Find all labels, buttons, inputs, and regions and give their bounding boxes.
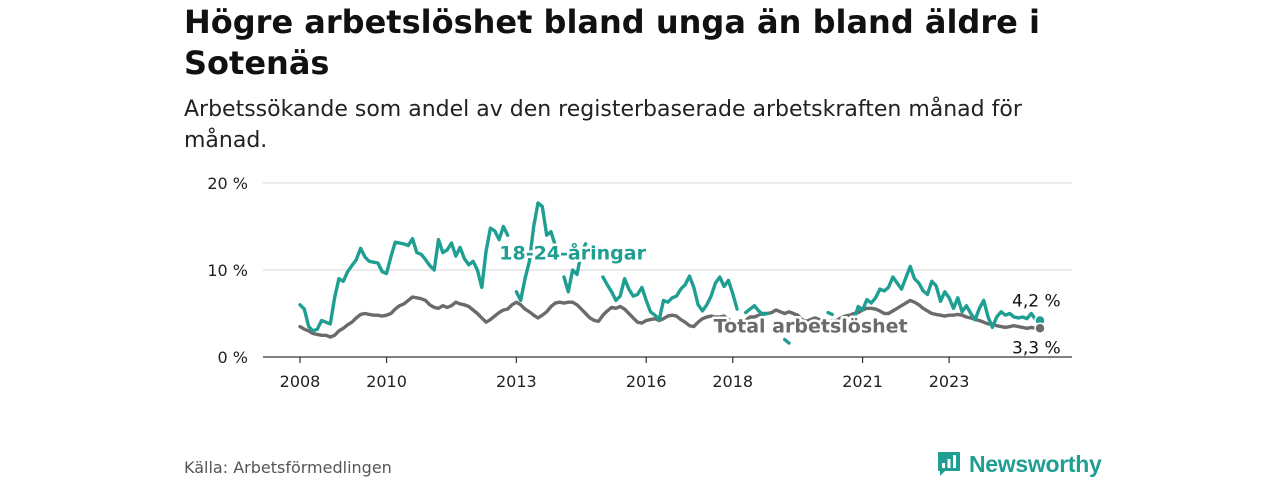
x-tick-label: 2023 [929, 372, 970, 391]
series-line-total [298, 295, 1042, 339]
x-axis: 2008 2010 2013 2016 2018 2021 2023 [263, 356, 1072, 391]
brand-name: Newsworthy [969, 450, 1102, 477]
x-tick-label: 2016 [626, 372, 667, 391]
x-tick-label: 2021 [842, 372, 883, 391]
end-value-label: 3,3 % [1012, 338, 1061, 358]
series-labels: 4,2 % 3,3 % 18-24-åringar Total arbetslöshe… [497, 238, 1061, 358]
brand-logo: Newsworthy [937, 449, 1102, 479]
series-annotation: 18-24-åringar [499, 241, 646, 265]
y-tick-label: 10 % [207, 261, 248, 280]
series-line-youth [298, 201, 1042, 345]
line-chart: 0 % 10 % 20 % 2008 2010 2013 2016 2018 2021 2023… [207, 174, 1072, 391]
x-tick-label: 2018 [712, 372, 753, 391]
x-tick-label: 2008 [280, 372, 321, 391]
source-note: Källa: Arbetsförmedlingen [184, 458, 392, 477]
chart-title: Högre arbetslöshet bland unga än bland ä… [184, 3, 1040, 82]
y-tick-label: 0 % [218, 348, 248, 367]
series-lines [298, 201, 1046, 345]
y-axis-ticks: 0 % 10 % 20 % [207, 174, 248, 367]
x-tick-label: 2013 [496, 372, 537, 391]
end-point-marker [1034, 322, 1046, 335]
grid-lines [263, 182, 1072, 271]
chart-subtitle: Arbetssökande som andel av den registerb… [184, 97, 1022, 153]
x-tick-label: 2010 [366, 372, 407, 391]
bar-chart-logo-icon [937, 451, 961, 477]
series-annotation: Total arbetslöshet [714, 316, 908, 338]
y-tick-label: 20 % [207, 174, 248, 193]
end-value-label: 4,2 % [1012, 291, 1061, 311]
